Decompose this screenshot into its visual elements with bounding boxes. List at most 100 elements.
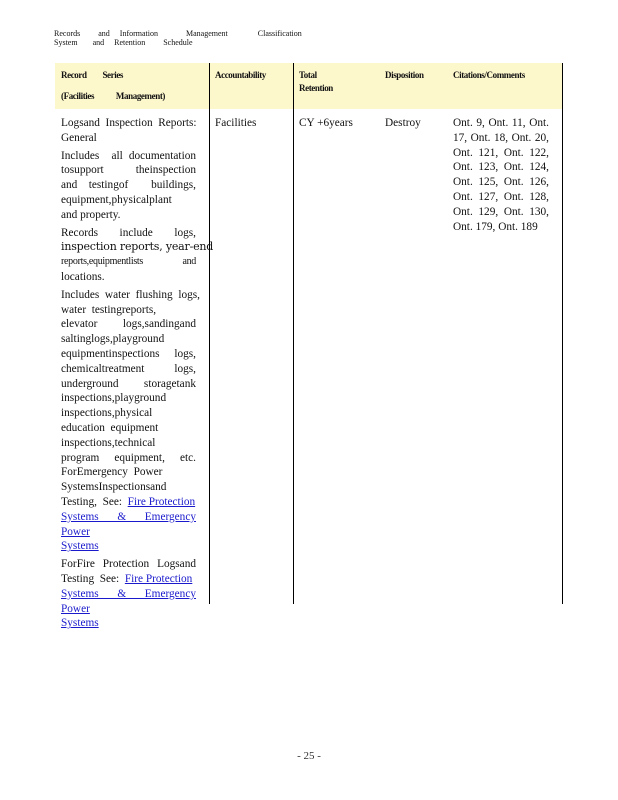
header-line-2: System and Retention Schedule (54, 38, 302, 47)
text-line: Systems & Emergency Power (61, 587, 196, 617)
fire-protection-link[interactable]: Systems & Emergency Power (61, 510, 196, 538)
text-line: inspections,technical (61, 436, 196, 451)
text-line: and testingof buildings, (61, 178, 196, 193)
text-line: Logsand Inspection Reports: (61, 116, 197, 131)
line-text: Testing, See: (61, 495, 128, 508)
description-paragraph: Includes water flushing logs, water testi… (61, 288, 200, 554)
line-text: ForFire Protection Logsand (61, 558, 196, 571)
line-text: elevator logs,sandingand (61, 318, 196, 331)
text-line: locations. (61, 270, 196, 285)
header-word: Information (119, 29, 158, 38)
line-text: reports,equipmentlists and (61, 256, 196, 268)
text-line: inspections,physical (61, 406, 196, 421)
text-line: Includes all documentation (61, 149, 196, 164)
line-text: inspections,physical (61, 407, 153, 420)
text-line: General (61, 131, 196, 146)
text-line: underground storagetank (61, 377, 196, 392)
line-text: Logsand Inspection Reports: (61, 117, 197, 129)
text-line: and property. (61, 208, 196, 223)
line-text: equipmentinspections logs, (61, 347, 196, 360)
description-paragraph: Logsand Inspection Reports: General (61, 116, 197, 146)
text-line: Testing, See: Fire Protection (61, 495, 196, 510)
text-line: chemicaltreatment logs, (61, 362, 196, 377)
line-text: program equipment, etc. (61, 451, 196, 464)
citations-cell: Ont. 9, Ont. 11, Ont. 17, Ont. 18, Ont. 2… (453, 116, 549, 234)
fire-protection-link[interactable]: Fire Protection (127, 495, 196, 508)
header-disposition: Disposition (385, 70, 424, 80)
header-record-series: Record Series (61, 70, 124, 80)
line-text: ForEmergency Power (61, 466, 163, 479)
line-text: and testingof buildings, (61, 179, 196, 192)
citation-line: Ont. 123, Ont. 124, (453, 161, 549, 174)
text-line: SystemsInspectionsand (61, 480, 196, 495)
accountability-cell: Facilities (215, 117, 257, 129)
citation-line: 17, Ont. 18, Ont. 20, (453, 131, 549, 144)
text-line: water testingreports, (61, 303, 196, 318)
line-text: SystemsInspectionsand (61, 481, 167, 494)
text-line: ForFire Protection Logsand (61, 557, 196, 572)
line-text: General (61, 131, 97, 144)
line-text: underground storagetank (61, 377, 196, 390)
text-line: Systems (61, 616, 196, 631)
text-line: Records include logs, (61, 226, 196, 241)
header-word: System (54, 38, 78, 47)
text-line: Includes water flushing logs, (61, 288, 200, 303)
line-text: inspections,playground (61, 392, 167, 405)
header-line-1: Records and Information Management Classific… (54, 29, 302, 38)
text-line: tosupport theinspection (61, 163, 196, 178)
table-header-row (55, 63, 562, 109)
text-line: reports,equipmentlists and (61, 255, 196, 270)
column-divider (209, 63, 210, 604)
document-header: Records and Information Management Classific… (54, 29, 302, 47)
text-line: ForEmergency Power (61, 465, 196, 480)
line-text: locations. (61, 270, 105, 283)
line-text: inspections,technical (61, 436, 156, 449)
text-line: Systems (61, 539, 196, 554)
line-text: water testingreports, (61, 303, 157, 316)
header-word: Records (54, 29, 81, 38)
text-line: Testing See: Fire Protection (61, 572, 196, 587)
line-text: Records include logs, (61, 226, 196, 239)
citation-line: Ont. 179, Ont. 189 (453, 220, 538, 233)
fire-protection-link[interactable]: Fire Protection (124, 572, 193, 585)
header-citations: Citations/Comments (453, 70, 525, 80)
line-text: saltinglogs,playground (61, 333, 165, 346)
line-text: education equipment (61, 421, 159, 434)
description-paragraph: ForFire Protection Logsand Testing See: F… (61, 557, 196, 631)
line-text: Testing See: (61, 572, 125, 585)
text-line: program equipment, etc. (61, 451, 196, 466)
header-word: and (92, 38, 105, 47)
header-word: Classification (257, 29, 302, 38)
citation-line: Ont. 129, Ont. 130, (453, 205, 549, 218)
fire-protection-link[interactable]: Systems & Emergency Power (61, 587, 196, 615)
header-word: and (98, 29, 110, 38)
text-line: inspection reports, year-end (61, 240, 213, 255)
text-line: education equipment (61, 421, 196, 436)
fire-protection-link[interactable]: Systems (61, 617, 99, 630)
disposition-cell: Destroy (385, 117, 421, 129)
page-number: - 25 - (297, 750, 321, 762)
column-divider (562, 63, 563, 604)
header-word: Schedule (163, 38, 193, 47)
column-divider (293, 63, 294, 604)
description-paragraph: Records include logs, inspection reports,… (61, 226, 213, 285)
fire-protection-link[interactable]: Systems (61, 540, 99, 553)
text-line: elevator logs,sandingand (61, 317, 196, 332)
text-line: saltinglogs,playground (61, 332, 196, 347)
line-text: Includes water flushing logs, (61, 288, 200, 301)
text-line: inspections,playground (61, 391, 196, 406)
citation-line: Ont. 127, Ont. 128, (453, 190, 549, 203)
header-word: Retention (114, 38, 146, 47)
header-total-retention: Total (299, 70, 317, 80)
line-text: chemicaltreatment logs, (61, 362, 196, 375)
line-text: tosupport theinspection (61, 164, 196, 177)
line-text: equipment,physicalplant (61, 193, 172, 206)
header-total-retention-sub: Retention (299, 83, 333, 93)
header-accountability: Accountability (215, 70, 266, 80)
record-series-cell: Logsand Inspection Reports: General Includ… (61, 116, 213, 634)
line-text: inspection reports, year-end (61, 240, 214, 254)
citation-line: Ont. 125, Ont. 126, (453, 176, 549, 189)
text-line: equipment,physicalplant (61, 193, 196, 208)
line-text: Includes all documentation (61, 149, 196, 162)
header-record-series-sub: (Facilities Management) (61, 91, 166, 101)
